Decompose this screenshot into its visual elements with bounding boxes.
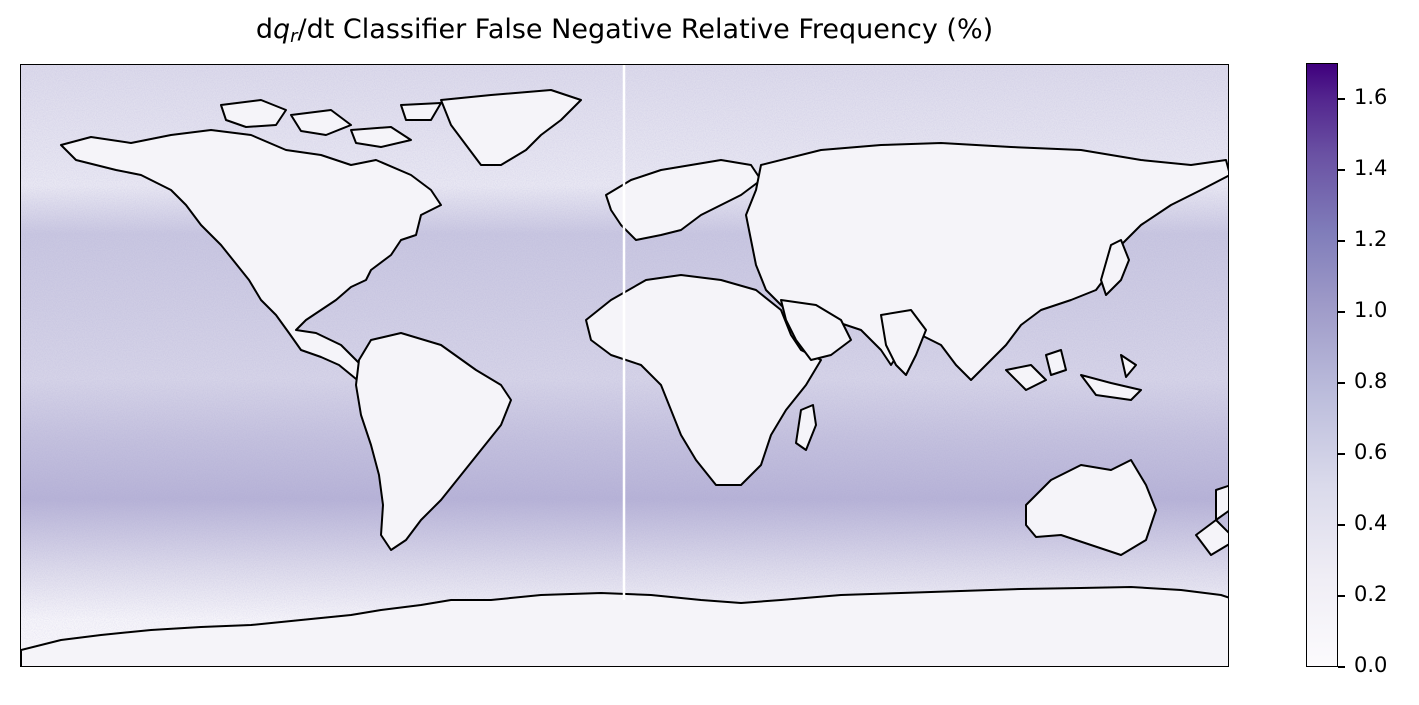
colorbar-tick-label: 0.2 <box>1354 582 1387 606</box>
colorbar-tick-label: 0.4 <box>1354 511 1387 535</box>
colorbar-tick-label: 1.4 <box>1354 156 1387 180</box>
colorbar-tick-label: 0.6 <box>1354 440 1387 464</box>
world-map-panel <box>20 64 1229 667</box>
colorbar-tick-label: 0.8 <box>1354 369 1387 393</box>
colorbar-tick-labels: 0.0 0.2 0.4 0.6 0.8 1.0 1.2 1.4 1.6 <box>1338 63 1418 667</box>
colorbar-tick-label: 1.6 <box>1354 85 1387 109</box>
colorbar-tick-label: 1.0 <box>1354 298 1387 322</box>
colorbar <box>1306 63 1338 667</box>
colorbar-tick-label: 1.2 <box>1354 227 1387 251</box>
world-map-svg <box>21 65 1229 667</box>
map-title: dqr/dt Classifier False Negative Relativ… <box>20 14 1229 47</box>
colorbar-tick-label: 0.0 <box>1354 653 1387 677</box>
